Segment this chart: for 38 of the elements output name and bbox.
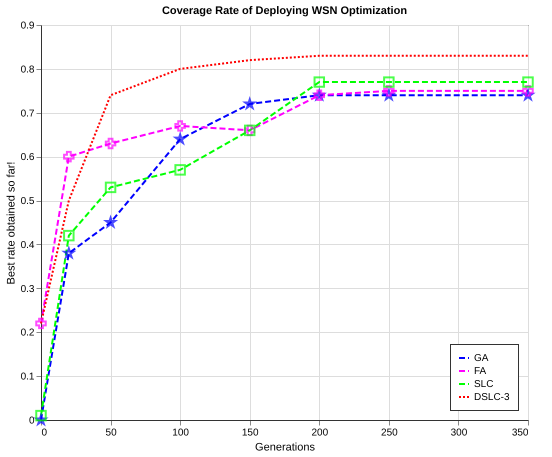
point bbox=[314, 76, 326, 88]
y-tick-label: 0.1 bbox=[20, 372, 35, 383]
legend-label: SLC bbox=[474, 379, 494, 390]
x-tick-label: 200 bbox=[311, 428, 329, 438]
point bbox=[35, 318, 47, 330]
x-tick-label: 300 bbox=[450, 428, 468, 438]
chart-title: Coverage Rate of Deploying WSN Optimization bbox=[162, 5, 408, 17]
point bbox=[383, 76, 395, 88]
legend-label: FA bbox=[474, 366, 487, 377]
x-tick-label: 0 bbox=[42, 428, 48, 438]
point bbox=[174, 164, 186, 176]
y-tick-label: 0.7 bbox=[20, 108, 35, 120]
point bbox=[104, 182, 116, 194]
y-axis-title: Best rate obtained so far! bbox=[6, 162, 18, 284]
y-tick-label: 0.4 bbox=[20, 240, 35, 251]
point bbox=[522, 89, 534, 100]
y-tick-label: 0.8 bbox=[20, 64, 35, 76]
x-tick-label: 50 bbox=[106, 428, 118, 438]
legend-label: DSLC-3 bbox=[474, 392, 510, 403]
point bbox=[522, 85, 534, 97]
legend-label: GA bbox=[474, 353, 489, 364]
x-axis-title: Generations bbox=[255, 442, 316, 454]
x-tick-label: 350 bbox=[512, 428, 529, 438]
point bbox=[63, 150, 75, 162]
x-tick-label: 150 bbox=[242, 428, 259, 438]
point bbox=[104, 138, 116, 150]
y-tick-label: 0 bbox=[28, 416, 35, 426]
y-tick-label: 0.2 bbox=[20, 328, 35, 339]
y-tick-label: 0.3 bbox=[20, 284, 35, 295]
y-tick-label: 0.9 bbox=[20, 20, 35, 32]
y-tick-label: 0.5 bbox=[20, 196, 35, 208]
point bbox=[63, 230, 75, 242]
point bbox=[174, 120, 186, 132]
y-tick-label: 0.6 bbox=[20, 152, 35, 164]
point bbox=[522, 76, 534, 88]
x-tick-label: 250 bbox=[381, 428, 398, 438]
point bbox=[35, 410, 47, 422]
x-tick-label: 100 bbox=[172, 428, 190, 438]
